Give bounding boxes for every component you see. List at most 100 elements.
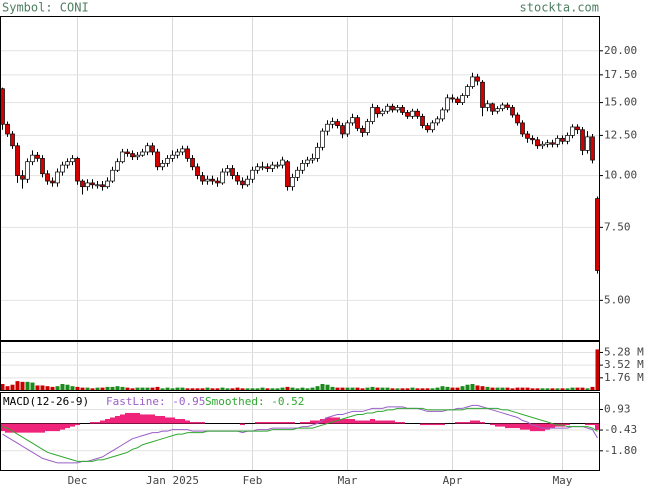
candle-body [60, 164, 65, 173]
histogram-bar [515, 423, 520, 429]
volume-bar [355, 387, 360, 391]
candle-body [500, 104, 505, 110]
histogram-bar [40, 423, 45, 433]
histogram-bar [90, 422, 95, 424]
candle-body [365, 121, 370, 133]
histogram-bar [455, 422, 460, 424]
histogram-bar [50, 423, 55, 432]
volume-bar [170, 388, 175, 391]
volume-bar [550, 388, 555, 391]
volume-bar [345, 387, 350, 391]
volume-bar [140, 387, 145, 391]
histogram-bar [315, 420, 320, 424]
candle-body [450, 97, 455, 100]
histogram-bar [420, 423, 425, 426]
histogram-bar [25, 423, 30, 433]
volume-bar [585, 388, 590, 391]
volume-bar [545, 388, 550, 391]
histogram-bar [300, 422, 305, 424]
histogram-bar [70, 423, 75, 427]
histogram-bar [440, 423, 445, 426]
volume-bar [300, 387, 305, 391]
histogram-bar [340, 419, 345, 424]
volume-bar [305, 388, 310, 391]
y-tick-label: 20.00 [604, 44, 637, 57]
candle-body [245, 178, 250, 186]
candle-body [420, 115, 425, 126]
volume-bar [80, 387, 85, 391]
volume-bar [415, 388, 420, 391]
y-tick-label: 5.28 M [604, 345, 644, 358]
candle-body [575, 126, 580, 131]
candle-body [250, 169, 255, 180]
candle-body [235, 175, 240, 182]
histogram-bar [45, 423, 50, 432]
candle-body [10, 133, 15, 147]
histogram-bar [360, 420, 365, 424]
candle-body [470, 76, 475, 87]
y-tick-label: 7.50 [604, 220, 631, 233]
volume-bar [20, 381, 25, 391]
volume-bar [150, 387, 155, 391]
candle-body [260, 166, 265, 169]
histogram-bar [180, 419, 185, 424]
candle-body [350, 117, 355, 124]
volume-bar [195, 388, 200, 391]
volume-bar [205, 387, 210, 391]
volume-bar [540, 388, 545, 391]
candle-body [360, 127, 365, 133]
source-label: stockta.com [520, 1, 599, 15]
candle-body [590, 136, 595, 161]
histogram-bar [305, 422, 310, 424]
volume-bar [105, 386, 110, 391]
candle-body [65, 161, 70, 166]
x-tick-label: Mar [338, 474, 358, 486]
volume-bar [405, 388, 410, 391]
candle-body [370, 107, 375, 122]
candle-body [85, 182, 90, 188]
volume-bar [470, 384, 475, 391]
candle-body [240, 180, 245, 186]
volume-bar [115, 386, 120, 391]
volume-panel [0, 341, 600, 391]
candle-body [285, 161, 290, 188]
candle-body [90, 182, 95, 186]
histogram-bar [125, 412, 130, 424]
volume-bar [420, 388, 425, 391]
histogram-bar [185, 420, 190, 424]
candle-body [560, 137, 565, 142]
volume-bar [65, 384, 70, 391]
candle-body [160, 163, 165, 168]
candle-body [180, 148, 185, 153]
volume-bar [520, 387, 525, 391]
candle-body [595, 198, 600, 271]
symbol-label: Symbol: CONI [2, 1, 89, 15]
histogram-bar [520, 423, 525, 430]
candle-body [125, 151, 130, 154]
candle-body [510, 107, 515, 116]
volume-bar [245, 388, 250, 391]
histogram-bar [165, 417, 170, 424]
candle-body [115, 161, 120, 171]
histogram-bar [55, 423, 60, 432]
histogram-bar [200, 422, 205, 424]
volume-bar [475, 385, 480, 391]
candle-body [460, 95, 465, 103]
volume-bar [555, 388, 560, 391]
macd-line [2, 407, 598, 462]
candle-body [110, 169, 115, 182]
candle-body [495, 108, 500, 112]
histogram-bar [110, 417, 115, 424]
histogram-bar [130, 412, 135, 424]
candle-body [95, 184, 100, 187]
volume-bar [40, 385, 45, 391]
histogram-bar [310, 420, 315, 424]
volume-bar [465, 384, 470, 391]
candle-body [325, 123, 330, 132]
histogram-bar [175, 419, 180, 424]
histogram-bar [155, 415, 160, 424]
volume-bar [155, 386, 160, 391]
candle-body [490, 103, 495, 112]
volume-bar [210, 388, 215, 391]
candle-body [480, 81, 485, 108]
